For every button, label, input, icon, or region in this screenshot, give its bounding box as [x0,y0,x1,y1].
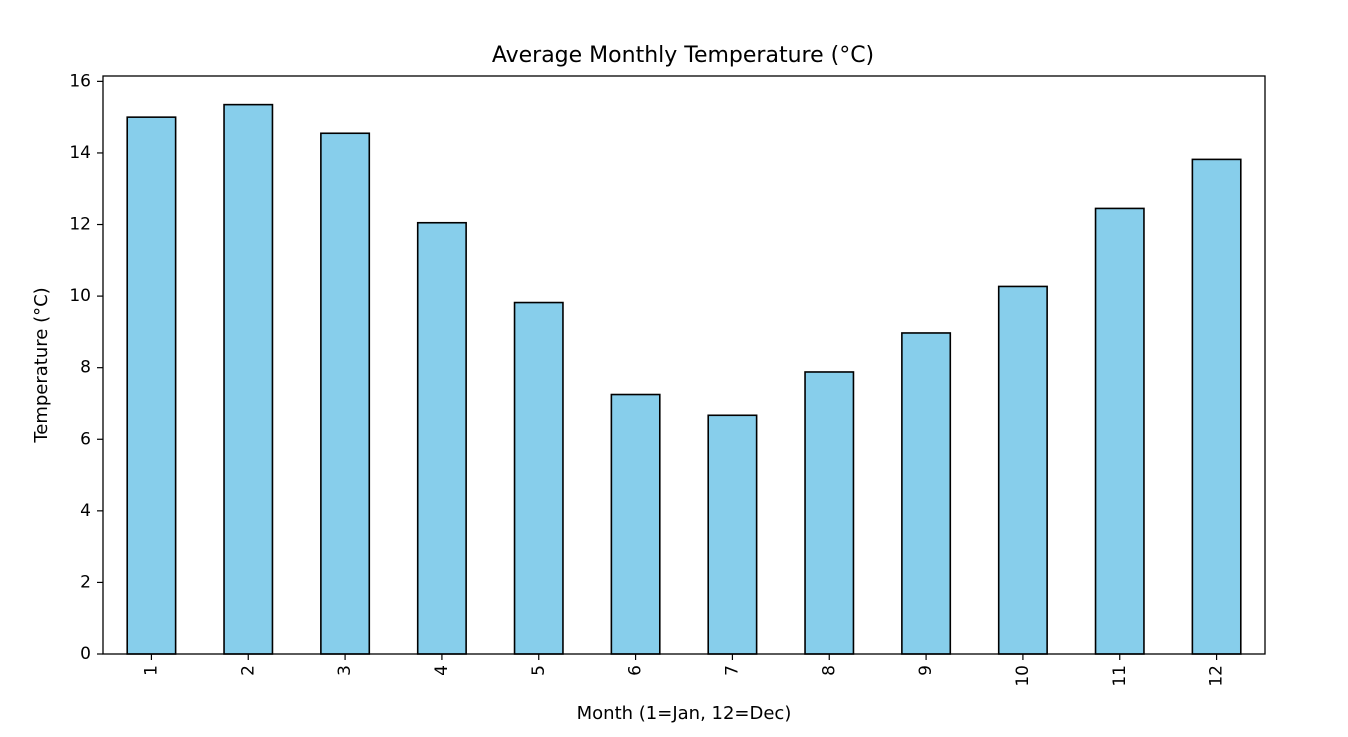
x-tick-label: 8 [819,665,839,676]
y-tick-label: 16 [69,71,91,91]
bar-month-8 [804,371,855,655]
y-tick-label: 4 [80,501,91,521]
x-tick-label: 5 [529,665,549,676]
x-tick-label: 2 [238,665,258,676]
x-tick-label: 12 [1207,665,1227,687]
x-tick-label: 9 [916,665,936,676]
x-tick-label: 1 [141,665,161,676]
y-tick-label: 6 [80,429,91,449]
y-tick-label: 8 [80,358,91,378]
y-tick-label: 2 [80,572,91,592]
y-axis-ticks: 0 2 4 6 8 10 12 14 16 [69,71,103,664]
y-tick-label: 0 [80,644,91,664]
bar-month-7 [707,414,758,655]
bar-month-10 [997,285,1048,655]
y-tick-label: 12 [69,215,91,235]
bar-month-6 [610,393,661,655]
bar-month-4 [416,221,467,655]
bars-group [126,103,1242,655]
bar-month-2 [223,103,274,655]
x-tick-label: 4 [432,665,452,676]
bar-month-5 [513,301,564,655]
x-axis-ticks: 1 2 3 4 5 6 7 8 9 10 11 12 [141,654,1227,687]
bar-month-11 [1094,207,1145,655]
y-tick-label: 10 [69,286,91,306]
bar-month-3 [320,132,371,655]
y-tick-label: 14 [69,143,91,163]
chart-title: Average Monthly Temperature (°C) [492,43,874,68]
bar-month-9 [901,332,952,655]
x-tick-label: 3 [335,665,355,676]
x-tick-label: 11 [1110,665,1130,687]
bar-month-1 [126,116,177,655]
y-axis-label: Temperature (°C) [31,287,52,443]
bar-month-12 [1191,158,1242,655]
x-tick-label: 6 [626,665,646,676]
x-tick-label: 10 [1013,665,1033,687]
x-tick-label: 7 [722,665,742,676]
x-axis-label: Month (1=Jan, 12=Dec) [577,703,792,724]
plot-frame [102,75,1266,655]
